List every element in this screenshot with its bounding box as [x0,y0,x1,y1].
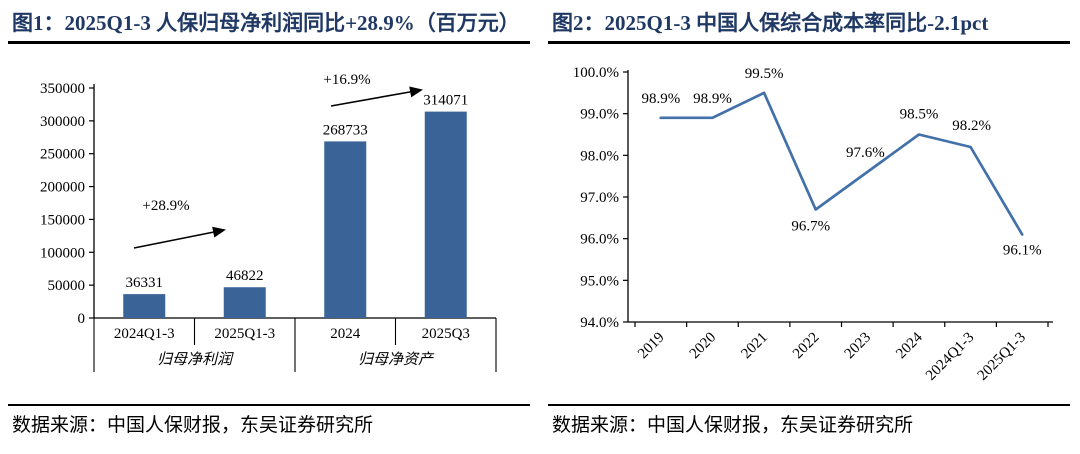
category-label: 2024Q1-3 [114,326,175,342]
y-tick-label: 99.0% [580,107,619,123]
y-tick-label: 350000 [40,81,85,97]
bar-value-label: 46822 [226,268,264,284]
y-tick-label: 200000 [40,180,85,196]
figure-1-title: 图1：2025Q1-3 人保归母净利润同比+28.9%（百万元） [12,11,520,35]
y-tick-label: 97.0% [580,190,619,206]
point-label: 96.7% [791,219,830,235]
bar [123,294,166,318]
net-profit-bar-chart: 0 50000 100000 150000 200000 250000 300000 3500… [40,72,497,372]
x-tick-label: 2025Q1-3 [975,330,1029,384]
point-label: 98.9% [693,91,732,107]
figure-1-title-divider [8,41,530,44]
x-tick-label: 2024Q1-3 [923,330,977,384]
category-label: 2025Q1-3 [214,326,275,342]
category-group-label: 归母净资产 [358,351,435,368]
bar [223,287,266,318]
figure-1-source: 数据来源：中国人保财报，东吴证券研究所 [12,415,374,436]
category-label: 2024 [330,326,361,342]
y-tick-label: 96.0% [580,232,619,248]
growth-annotation: +28.9% [142,198,189,214]
y-tick-label: 100000 [40,245,85,261]
x-tick-label: 2022 [790,330,823,363]
figure-2-source: 数据来源：中国人保财报，东吴证券研究所 [552,415,914,436]
growth-annotation: +16.9% [323,72,370,88]
x-tick-label: 2024 [893,329,926,362]
y-tick-label: 100.0% [573,65,619,81]
figure-2-title: 图2：2025Q1-3 中国人保综合成本率同比-2.1pct [552,11,989,35]
y-tick-label: 94.0% [580,315,619,331]
x-tick-label: 2020 [687,330,720,363]
point-label: 98.5% [900,107,939,123]
growth-arrow [133,226,226,249]
bar [324,141,367,318]
category-label: 2025Q3 [422,326,470,342]
y-tick-label: 50000 [48,278,86,294]
y-tick-label: 0 [78,311,86,327]
y-tick-label: 300000 [40,114,85,130]
y-tick-label: 95.0% [580,273,619,289]
combined-ratio-line-chart: 94.0% 95.0% 96.0% 97.0% 98.0% 99.0% 100.0% 98.9… [573,65,1053,384]
point-label: 99.5% [745,66,784,82]
category-group-label: 归母净利润 [157,351,234,368]
x-tick-label: 2021 [738,330,771,363]
growth-arrow [330,86,423,107]
panel-figure-2: 图2：2025Q1-3 中国人保综合成本率同比-2.1pct 94.0% 95.0… [540,0,1080,454]
bar-value-label: 36331 [126,275,164,291]
bar-value-label: 268733 [323,122,368,138]
point-label: 97.6% [846,145,885,161]
figure-1-source-divider [8,404,530,406]
point-label: 98.9% [641,91,680,107]
point-label: 98.2% [952,118,991,134]
bar [424,111,467,318]
y-tick-label: 150000 [40,212,85,228]
x-tick-label: 2023 [842,330,875,363]
bar-value-label: 314071 [423,93,468,109]
x-tick-label: 2019 [635,330,668,363]
y-tick-label: 250000 [40,147,85,163]
point-label: 96.1% [1003,243,1042,259]
y-tick-label: 98.0% [580,148,619,164]
figure-2-title-divider [548,41,1070,44]
series-line [659,91,1024,236]
panel-figure-1: 图1：2025Q1-3 人保归母净利润同比+28.9%（百万元） 0 50000 1… [8,11,530,436]
figure-2-source-divider [548,404,1070,406]
